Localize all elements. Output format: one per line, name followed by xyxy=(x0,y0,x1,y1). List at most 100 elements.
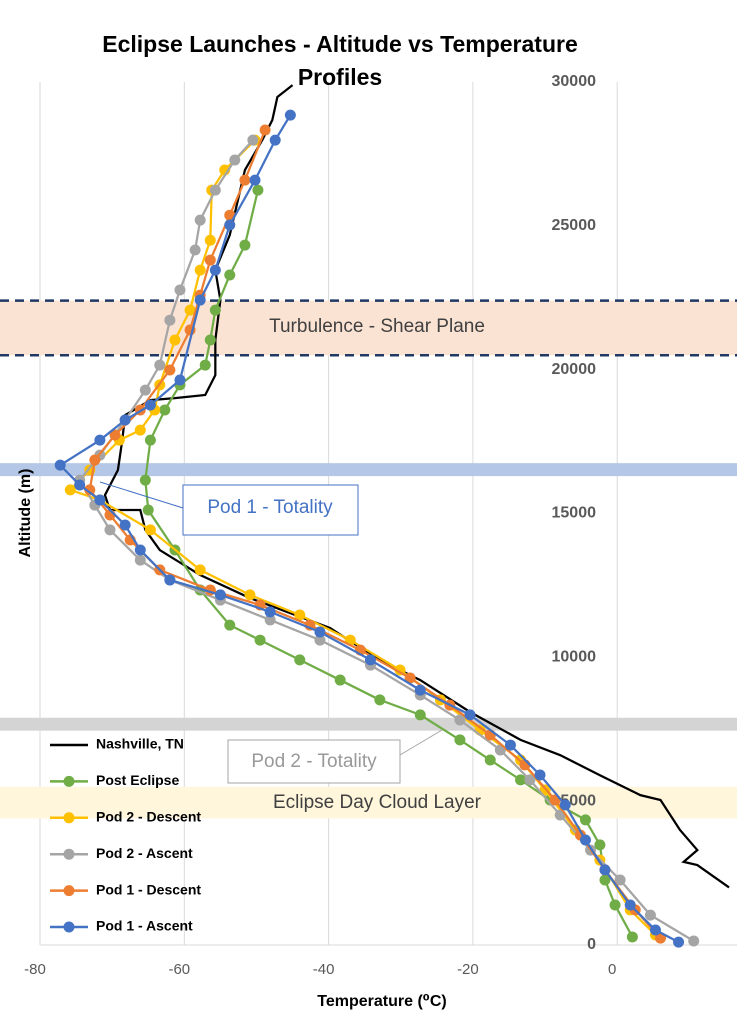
marker xyxy=(134,544,146,556)
marker xyxy=(134,554,146,566)
marker xyxy=(159,404,171,416)
marker xyxy=(204,334,216,346)
marker xyxy=(609,899,621,911)
marker xyxy=(515,774,527,786)
marker xyxy=(224,219,236,231)
marker xyxy=(139,474,151,486)
marker xyxy=(54,459,66,471)
marker xyxy=(247,134,259,146)
series-line xyxy=(58,114,680,944)
band xyxy=(0,786,737,819)
legend-marker xyxy=(63,848,75,860)
callout-box xyxy=(227,739,401,784)
marker xyxy=(264,614,276,626)
marker xyxy=(209,264,221,276)
marker xyxy=(624,899,636,911)
marker xyxy=(199,359,211,371)
marker xyxy=(334,674,346,686)
x-tick-label: -80 xyxy=(24,961,46,978)
callout-box xyxy=(182,484,359,536)
marker xyxy=(189,244,201,256)
band-label: Pod 1 - Totality xyxy=(207,497,333,518)
marker xyxy=(84,484,96,496)
marker xyxy=(194,264,206,276)
marker xyxy=(579,814,591,826)
marker xyxy=(614,874,626,886)
marker xyxy=(534,769,546,781)
marker xyxy=(94,494,106,506)
marker xyxy=(169,334,181,346)
marker xyxy=(209,184,221,196)
marker xyxy=(599,874,611,886)
marker xyxy=(414,684,426,696)
legend-label: Nashville, TN xyxy=(96,736,184,752)
legend-label: Pod 1 - Ascent xyxy=(96,918,193,934)
marker xyxy=(626,931,638,943)
x-tick-label: -40 xyxy=(313,961,335,978)
y-tick-label: 25000 xyxy=(552,217,597,234)
x-tick-label: -60 xyxy=(168,961,190,978)
marker xyxy=(89,454,101,466)
x-axis-title: Temperature (⁰C) xyxy=(317,993,446,1010)
marker xyxy=(264,606,276,618)
legend-label: Pod 2 - Descent xyxy=(96,809,201,825)
marker xyxy=(414,709,426,721)
marker xyxy=(119,519,131,531)
marker xyxy=(154,359,166,371)
marker xyxy=(224,269,236,281)
x-tick-label: 0 xyxy=(608,961,616,978)
marker xyxy=(139,384,151,396)
marker xyxy=(214,589,226,601)
y-tick-label: 20000 xyxy=(552,361,597,378)
legend-label: Pod 2 - Ascent xyxy=(96,845,193,861)
marker xyxy=(244,589,256,601)
y-tick-label: 30000 xyxy=(552,73,597,90)
band xyxy=(0,463,737,477)
marker xyxy=(134,424,146,436)
marker xyxy=(559,799,571,811)
marker xyxy=(164,314,176,326)
marker xyxy=(224,619,236,631)
marker xyxy=(314,626,326,638)
marker xyxy=(484,754,496,766)
marker xyxy=(94,434,106,446)
marker xyxy=(249,174,261,186)
marker xyxy=(144,434,156,446)
marker xyxy=(454,734,466,746)
band xyxy=(0,717,737,731)
marker xyxy=(374,694,386,706)
marker xyxy=(284,109,296,121)
marker xyxy=(142,504,154,516)
marker xyxy=(294,654,306,666)
marker xyxy=(649,924,661,936)
marker xyxy=(594,839,606,851)
marker xyxy=(464,709,476,721)
marker xyxy=(454,714,466,726)
marker xyxy=(194,564,206,576)
marker xyxy=(204,234,216,246)
marker xyxy=(688,935,700,947)
marker xyxy=(174,284,186,296)
marker xyxy=(204,254,216,266)
legend-marker xyxy=(63,775,75,787)
marker xyxy=(164,364,176,376)
y-axis-title: Altitude (m) xyxy=(17,469,34,558)
callout-line xyxy=(399,729,443,756)
marker xyxy=(364,654,376,666)
marker xyxy=(184,304,196,316)
y-tick-label: 10000 xyxy=(552,649,597,666)
x-tick-label: -20 xyxy=(457,961,479,978)
marker xyxy=(294,609,306,621)
marker xyxy=(599,864,611,876)
marker xyxy=(209,304,221,316)
marker xyxy=(144,524,156,536)
marker xyxy=(254,634,266,646)
chart-title: Eclipse Launches - Altitude vs Temperatu… xyxy=(102,31,578,90)
marker xyxy=(104,524,116,536)
legend-label: Pod 1 - Descent xyxy=(96,881,201,897)
y-tick-label: 0 xyxy=(587,936,596,953)
marker xyxy=(404,672,416,684)
marker xyxy=(644,909,656,921)
legend-marker xyxy=(63,921,75,933)
